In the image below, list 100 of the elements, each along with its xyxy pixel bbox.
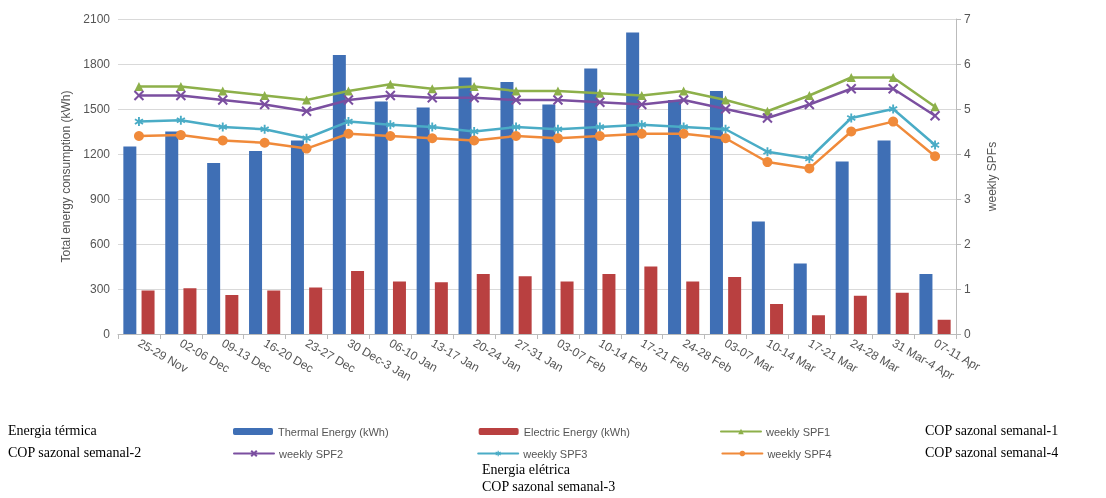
point [930,140,940,150]
text: COP sazonal semanal-1 [925,422,1059,438]
bar [709,91,723,334]
bar [668,100,682,334]
point [176,82,186,91]
point [301,143,312,154]
point [133,90,145,101]
y2-tick-label: 6 [964,57,971,71]
bar [853,295,867,334]
bar [728,277,742,334]
bar [560,281,574,334]
text: COP sazonal semanal-4 [925,444,1059,460]
y2-tick-label: 3 [964,192,971,206]
point [804,154,814,163]
text: Energia elétrica [482,461,571,477]
point [888,104,898,114]
point [134,82,144,91]
point [888,116,899,127]
bar [267,290,281,334]
bar [183,288,197,334]
point [511,122,521,132]
y2-tick-label: 1 [964,282,971,296]
point [887,83,899,95]
point [637,120,647,130]
bar [123,146,137,334]
y-tick-label: 300 [89,282,111,296]
y-tick-label: 900 [89,192,111,206]
point [678,128,689,139]
point [343,128,354,139]
point [468,92,480,104]
point [302,95,312,105]
bar [895,292,909,334]
point [175,90,187,101]
y2-axis-title: weekly SPFs [985,141,999,213]
bar [500,82,514,334]
bar [644,266,658,334]
point [804,163,815,174]
point [930,151,941,162]
bar [686,281,700,334]
text: COP sazonal semanal-2 [8,444,142,460]
bar [751,221,765,334]
bar [374,101,388,334]
bar [249,151,263,334]
point [427,133,438,144]
legend-label: weekly SPF1 [764,425,831,438]
point [762,157,773,168]
point [260,91,270,100]
y2-tick-label: 7 [964,12,971,26]
point [594,96,606,108]
bar [626,32,640,334]
bar [392,281,406,334]
bar [518,276,532,334]
bar [207,163,221,334]
point [845,83,857,95]
point [595,122,605,132]
point [385,120,395,130]
point [720,103,732,115]
legend-label: weekly SPF3 [522,447,588,460]
bar [225,295,239,334]
y2-tick-label: 5 [964,102,971,116]
point [594,131,605,141]
text: COP sazonal semanal-3 [482,478,616,494]
point [846,73,856,82]
point [595,88,605,98]
point [678,94,690,106]
bar [416,107,430,334]
point [553,86,563,96]
y-tick-label: 1500 [83,102,111,116]
point [259,137,270,148]
bar [919,274,933,334]
point [929,110,941,122]
point [636,128,647,139]
legend-label: Thermal Energy (kWh) [278,425,389,438]
bar [937,319,951,334]
y-tick-label: 1800 [83,57,111,71]
point [469,135,480,146]
point [134,117,144,127]
y-tick-label: 600 [89,237,111,251]
point [469,127,479,136]
y2-tick-label: 2 [964,237,971,251]
point [637,91,647,100]
point [469,82,479,91]
point [217,94,229,106]
y-axis-title: Total energy consumption (kWh) [59,90,74,263]
y2-tick-label: 4 [964,147,971,161]
point [846,113,856,123]
point [846,126,857,137]
bar [165,131,179,334]
point [804,91,814,100]
bar [141,290,155,334]
point [721,95,731,105]
point [510,94,522,106]
point [888,73,898,82]
bar [476,274,490,334]
bar [770,304,784,334]
point [552,94,564,106]
point [552,133,563,144]
point [342,94,354,106]
bar [290,140,304,334]
y2-tick-label: 0 [964,327,971,341]
